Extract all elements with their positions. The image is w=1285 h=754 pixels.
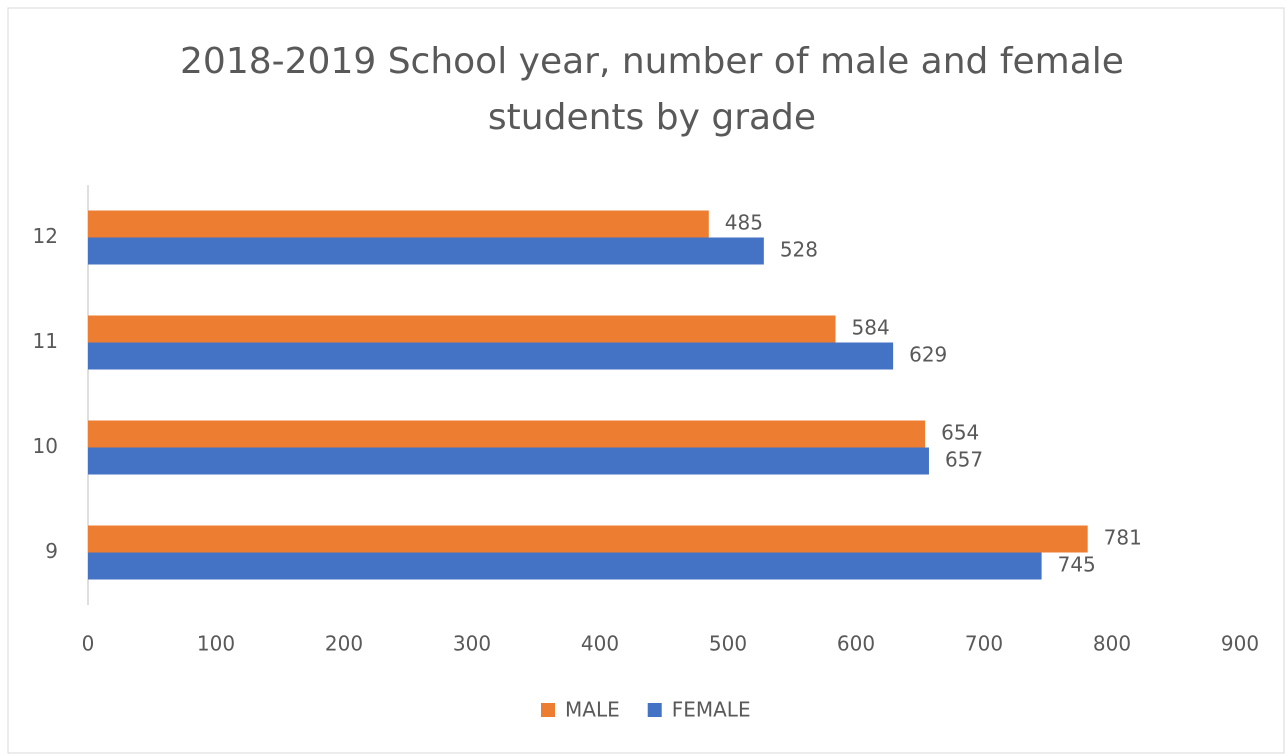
bar [88, 447, 929, 475]
x-tick-label: 500 [709, 632, 747, 656]
bar [88, 210, 709, 238]
bar [88, 420, 926, 448]
legend-label: MALE [565, 698, 620, 722]
bar [88, 237, 764, 265]
y-tick-label: 11 [33, 329, 58, 353]
data-label: 485 [725, 211, 763, 235]
x-tick-label: 0 [82, 632, 95, 656]
data-label: 745 [1058, 553, 1096, 577]
bar [88, 525, 1088, 553]
x-tick-label: 800 [1093, 632, 1131, 656]
data-label: 584 [852, 316, 890, 340]
x-tick-label: 100 [197, 632, 235, 656]
y-tick-label: 12 [33, 224, 58, 248]
data-label: 629 [909, 343, 947, 367]
bar [88, 315, 836, 343]
x-tick-label: 600 [837, 632, 875, 656]
x-tick-label: 300 [453, 632, 491, 656]
chart-border [7, 7, 1285, 754]
bar [88, 552, 1042, 580]
data-label: 654 [941, 421, 979, 445]
data-label: 781 [1104, 526, 1142, 550]
legend-swatch [541, 703, 555, 717]
x-tick-label: 400 [581, 632, 619, 656]
chart-title: 2018-2019 School year, number of male an… [180, 41, 1124, 138]
legend-label: FEMALE [672, 698, 751, 722]
y-tick-label: 9 [45, 539, 58, 563]
x-tick-label: 900 [1221, 632, 1259, 656]
data-label: 528 [780, 238, 818, 262]
x-tick-label: 700 [965, 632, 1003, 656]
x-tick-label: 200 [325, 632, 363, 656]
y-tick-label: 10 [33, 434, 58, 458]
legend-swatch [647, 703, 662, 717]
bar [88, 342, 894, 370]
data-label: 657 [945, 448, 983, 472]
